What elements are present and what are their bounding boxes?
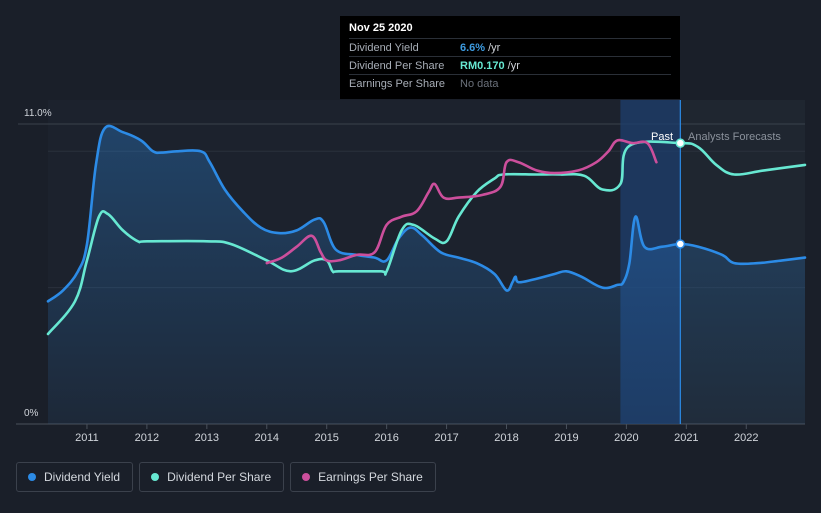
series-line-dividend-yield <box>46 124 807 303</box>
x-tick-label: 2015 <box>314 432 338 444</box>
tooltip-value: No data <box>460 77 499 90</box>
legend-label: Earnings Per Share <box>318 470 423 484</box>
legend-item-earnings-per-share[interactable]: Earnings Per Share <box>290 462 436 492</box>
tooltip-value: RM0.170 <box>460 59 505 72</box>
past-label: Past <box>651 131 673 143</box>
x-tick-label: 2021 <box>674 432 698 444</box>
axis-layer: 2011 2012 2013 2014 2015 2016 2017 2018 2019 2020… <box>75 424 759 444</box>
legend-item-dividend-yield[interactable]: Dividend Yield <box>16 462 134 492</box>
y-axis-bottom-label: 0% <box>24 408 39 419</box>
x-tick-label: 2013 <box>195 432 219 444</box>
tooltip-unit: /yr <box>488 41 501 54</box>
x-tick-label: 2017 <box>434 432 458 444</box>
series-line-dividend-per-share <box>46 140 807 336</box>
tooltip-label: Dividend Per Share <box>349 59 445 72</box>
x-tick-label: 2020 <box>614 432 638 444</box>
marker-dividend-per-share <box>675 138 686 148</box>
tooltip-label: Earnings Per Share <box>349 77 445 90</box>
x-tick-label: 2014 <box>255 432 279 444</box>
tooltip-row-dividend-yield: Dividend Yield 6.6% /yr <box>349 38 671 56</box>
line-layer <box>46 124 807 336</box>
tooltip-value: 6.6% <box>460 41 486 54</box>
x-tick-label: 2022 <box>734 432 758 444</box>
legend: Dividend Yield Dividend Per Share Earnin… <box>16 462 436 492</box>
forecast-label: Analysts Forecasts <box>688 131 781 143</box>
series-area-dividend-yield <box>48 125 805 424</box>
x-tick-label: 2019 <box>554 432 578 444</box>
x-tick-label: 2012 <box>135 432 159 444</box>
legend-dot-icon <box>302 473 311 481</box>
tooltip-date: Nov 25 2020 <box>349 22 413 34</box>
tooltip-row-dividend-per-share: Dividend Per Share RM0.170 /yr <box>349 56 671 74</box>
area-layer <box>48 125 805 424</box>
legend-dot-icon <box>28 473 36 481</box>
legend-label: Dividend Yield <box>44 470 121 484</box>
x-tick-label: 2018 <box>494 432 518 444</box>
x-tick-label: 2016 <box>374 432 398 444</box>
tooltip-label: Dividend Yield <box>349 41 419 54</box>
tooltip-unit: /yr <box>507 59 520 72</box>
legend-dot-icon <box>151 473 160 481</box>
series-line-earnings-per-share <box>265 138 658 265</box>
tooltip-row-earnings-per-share: Earnings Per Share No data <box>349 74 671 92</box>
y-axis-top-label: 11.0% <box>24 108 52 119</box>
x-tick-label: 2011 <box>75 432 99 444</box>
legend-item-dividend-per-share[interactable]: Dividend Per Share <box>139 462 285 492</box>
legend-label: Dividend Per Share <box>167 470 272 484</box>
marker-layer <box>675 138 686 249</box>
tooltip: Nov 25 2020 Dividend Yield 6.6% /yr Divi… <box>340 16 680 99</box>
marker-dividend-yield <box>675 239 686 249</box>
